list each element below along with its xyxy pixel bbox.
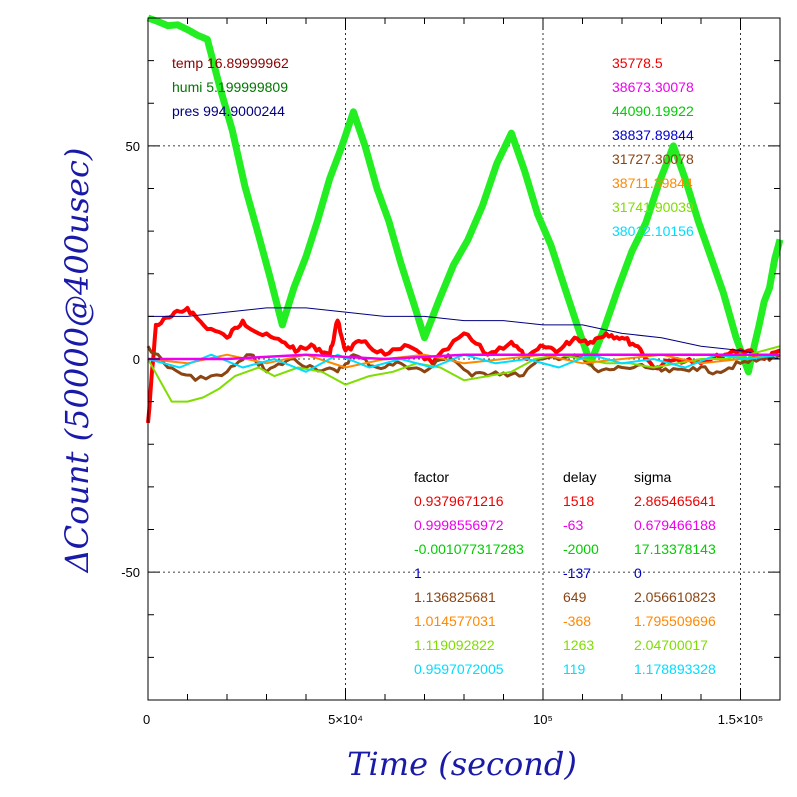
fit-table-cell-sigma: 17.13378143 [634,541,716,557]
y-tick-label: 0 [133,352,140,367]
fit-table-cell-sigma: 0.679466188 [634,517,716,533]
y-tick-label: 50 [126,139,140,154]
series-line-2 [148,307,781,360]
y-tick-label: -50 [121,565,140,580]
fit-table-cell-delay: -2000 [563,541,599,557]
mean-value: 38837.89844 [612,127,694,143]
fit-table-cell-sigma: 1.795509696 [634,613,716,629]
fit-table-cell-sigma: 0 [634,565,642,581]
series-line-0 [146,14,784,376]
fit-table-cell-factor: 1.136825681 [414,589,496,605]
series-line-1 [146,305,781,424]
fit-table-cell-delay: 1518 [563,493,594,509]
env-label: pres 994.9000244 [172,103,285,119]
annotations: temp 16.89999962 humi 5.199999809 pres 994… [172,55,716,677]
axis-ticks [147,17,781,701]
fit-table-cell-factor: 0.9998556972 [414,517,504,533]
series-layer [146,14,784,424]
x-axis-title: Time (second) [347,745,577,783]
series-line-4 [147,345,781,403]
series-line-5 [147,353,781,369]
series-line-7 [148,353,780,361]
fit-table-cell-factor: 1 [414,565,422,581]
mean-value: 31727.30078 [612,151,694,167]
x-tick-label: 1.5×10⁵ [718,712,764,727]
fit-table-cell-delay: 1263 [563,637,594,653]
fit-table-cell-delay: -368 [563,613,591,629]
fit-table-cell-delay: 649 [563,589,587,605]
mean-value: 44090.19922 [612,103,694,119]
fit-table-header: factor [414,469,449,485]
fit-table-cell-factor: -0.001077317283 [414,541,524,557]
fit-table-cell-factor: 1.119092822 [414,637,495,653]
mean-value: 38673.30078 [612,79,694,95]
fit-table-header: sigma [634,469,672,485]
fit-table-cell-sigma: 2.04700017 [634,637,708,653]
series-line-3 [146,345,781,382]
fit-table-cell-delay: 119 [563,661,586,677]
tick-labels: 0 5×10⁴ 10⁵ 1.5×10⁵ 50 0 -50 [121,139,763,727]
mean-value: 35778.5 [612,55,663,71]
env-label: temp 16.89999962 [172,55,289,71]
x-tick-label: 10⁵ [533,712,553,727]
fit-table-cell-factor: 0.9379671216 [414,493,504,509]
env-label: humi 5.199999809 [172,79,288,95]
mean-value: 31741.90039 [612,199,694,215]
x-tick-label: 5×10⁴ [328,712,363,727]
fit-table-cell-sigma: 2.865465641 [634,493,716,509]
fit-table-cell-factor: 0.9597072005 [414,661,504,677]
fit-table-cell-sigma: 2.056610823 [634,589,716,605]
mean-value: 38012.10156 [612,223,694,239]
x-tick-label: 0 [143,712,150,727]
fit-table-header: delay [563,469,596,485]
fit-table-cell-delay: -63 [563,517,583,533]
fit-table-cell-sigma: 1.178893328 [634,661,716,677]
fit-table-cell-delay: -137 [563,565,591,581]
mean-value: 38711.39844 [612,175,693,191]
y-axis-title: ΔCount (50000@400usec) [58,148,96,575]
fit-table-cell-factor: 1.014577031 [414,613,496,629]
